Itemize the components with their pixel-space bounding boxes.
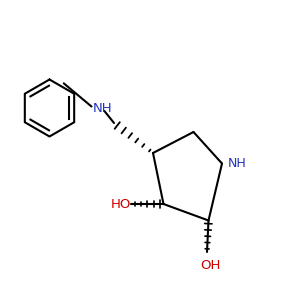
Text: OH: OH (200, 259, 220, 272)
Text: HO: HO (111, 197, 131, 211)
Text: NH: NH (227, 157, 246, 170)
Text: NH: NH (93, 101, 112, 115)
